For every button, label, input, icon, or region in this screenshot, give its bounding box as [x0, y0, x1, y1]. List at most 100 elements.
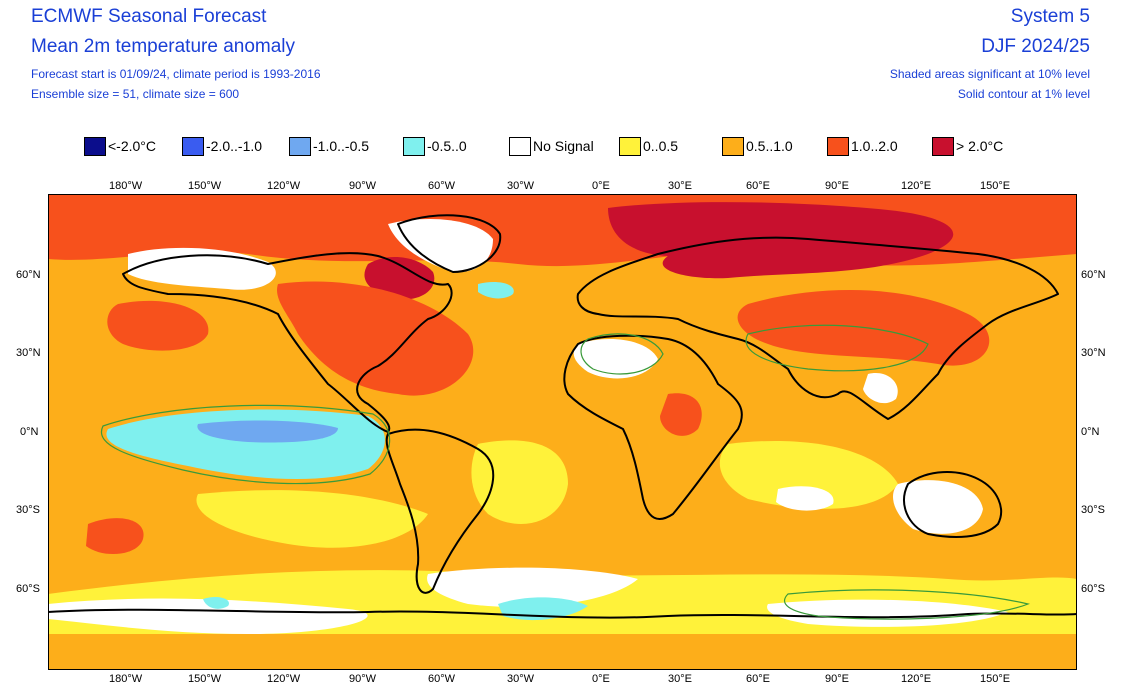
lat-label: 30°N — [1081, 347, 1106, 359]
coastlines — [48, 214, 1077, 619]
australia-coast — [903, 471, 1003, 538]
lon-label: 180°W — [109, 673, 143, 685]
indian-ocean-weak-zone — [719, 440, 898, 509]
lat-label: 30°N — [16, 347, 41, 359]
s-pacific-warm-zone — [86, 518, 144, 555]
legend-label: > 2.0°C — [956, 138, 1004, 154]
chart-subtitle: Mean 2m temperature anomaly — [31, 36, 296, 57]
system-label: System 5 — [1010, 6, 1090, 27]
contour-note: Solid contour at 1% level — [957, 87, 1090, 101]
legend-label: No Signal — [533, 138, 594, 154]
legend: <-2.0°C -2.0..-1.0 -1.0..-0.5 -0.5..0 No… — [84, 135, 1032, 157]
lon-label: 150°W — [188, 673, 222, 685]
lat-label: 0°N — [20, 426, 39, 438]
lon-label: 0°E — [592, 673, 610, 685]
lon-label: 90°E — [825, 673, 849, 685]
legend-item: <-2.0°C — [84, 136, 182, 156]
ne-pacific-warm-zone — [107, 300, 209, 351]
legend-item: 1.0..2.0 — [827, 136, 932, 156]
eurasia-coast — [576, 236, 1059, 420]
significance-contours — [100, 324, 1030, 620]
southern-pacific-no-signal — [48, 598, 368, 634]
north-america-coast — [122, 252, 453, 433]
lon-label: 120°E — [901, 180, 932, 192]
lon-label: 90°W — [349, 180, 377, 192]
lon-label: 30°E — [668, 180, 692, 192]
lon-label: 60°E — [746, 673, 770, 685]
africa-warm-zone — [660, 393, 702, 436]
africa-coast — [563, 334, 743, 520]
north-america-warm-zone — [277, 281, 474, 396]
lat-label: 60°N — [1081, 269, 1106, 281]
legend-item: > 2.0°C — [932, 136, 1032, 156]
legend-item: 0.5..1.0 — [722, 136, 827, 156]
lat-label: 30°S — [1081, 504, 1105, 516]
legend-label: -1.0..-0.5 — [313, 138, 370, 154]
lat-label: 60°S — [1081, 583, 1105, 595]
lon-label: 150°E — [980, 180, 1011, 192]
legend-item: 0..0.5 — [619, 136, 722, 156]
south-atlantic-no-signal — [427, 567, 638, 607]
legend-item: -0.5..0 — [403, 136, 509, 156]
legend-item: No Signal — [509, 136, 619, 156]
lon-label: 30°E — [668, 673, 692, 685]
legend-swatch — [509, 136, 531, 156]
lon-label: 60°W — [428, 180, 456, 192]
legend-label: -0.5..0 — [427, 138, 467, 154]
contour-asia — [745, 324, 929, 372]
legend-swatch — [84, 136, 106, 156]
lat-label: 30°S — [16, 504, 40, 516]
legend-swatch — [619, 136, 641, 156]
contour-la-nina — [100, 404, 391, 485]
lon-label: 60°E — [746, 180, 770, 192]
legend-label: 0.5..1.0 — [746, 138, 793, 154]
lon-label: 120°W — [267, 180, 301, 192]
lat-label: 0°N — [1081, 426, 1100, 438]
australia-no-signal — [893, 480, 983, 534]
south-atlantic-weak-zone — [471, 440, 568, 524]
china-no-signal — [863, 373, 898, 404]
legend-swatch — [722, 136, 744, 156]
ensemble-info: Ensemble size = 51, climate size = 600 — [31, 87, 240, 101]
lon-label: 120°W — [267, 673, 301, 685]
lon-label: 120°E — [901, 673, 932, 685]
legend-swatch — [403, 136, 425, 156]
lon-label: 30°W — [507, 180, 535, 192]
indian-ocean-no-signal — [776, 486, 834, 511]
lon-label: 180°W — [109, 180, 143, 192]
chart-title: ECMWF Seasonal Forecast — [31, 6, 267, 27]
lon-label: 90°W — [349, 673, 377, 685]
legend-swatch — [827, 136, 849, 156]
lat-label: 60°N — [16, 269, 41, 281]
sahara-no-signal — [573, 339, 658, 379]
legend-label: -2.0..-1.0 — [206, 138, 263, 154]
lat-label: 60°S — [16, 583, 40, 595]
legend-label: 1.0..2.0 — [851, 138, 898, 154]
antarctica-no-signal — [767, 599, 1008, 627]
lon-label: 0°E — [592, 180, 610, 192]
legend-item: -2.0..-1.0 — [182, 136, 289, 156]
lon-label: 90°E — [825, 180, 849, 192]
lon-label: 150°W — [188, 180, 222, 192]
la-nina-cold-core — [197, 420, 338, 443]
legend-label: 0..0.5 — [643, 138, 679, 154]
south-america-coast — [385, 428, 495, 594]
lon-label: 30°W — [507, 673, 535, 685]
legend-label: <-2.0°C — [108, 138, 157, 154]
forecast-info: Forecast start is 01/09/24, climate peri… — [31, 67, 321, 81]
siberia-extreme-zone — [608, 202, 954, 279]
contour-sahara — [580, 333, 664, 375]
legend-swatch — [932, 136, 954, 156]
lon-label: 60°W — [428, 673, 456, 685]
lon-label: 150°E — [980, 673, 1011, 685]
greenland-no-signal — [388, 219, 493, 273]
legend-swatch — [182, 136, 204, 156]
labrador-cool-zone — [478, 282, 514, 299]
legend-item: -1.0..-0.5 — [289, 136, 403, 156]
greenland-coast — [397, 214, 502, 273]
pacific-cool-spot — [203, 596, 229, 609]
map-frame — [48, 194, 1077, 670]
antarctica-coast — [48, 608, 1077, 619]
east-pacific-weak-zone — [196, 490, 428, 548]
hudson-extreme-zone — [364, 257, 435, 300]
